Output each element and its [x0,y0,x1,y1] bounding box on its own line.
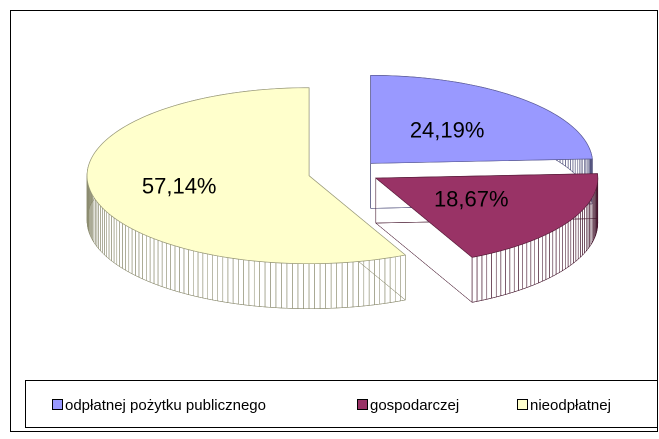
slice [86,87,407,265]
legend-swatch [52,399,63,410]
slice [370,75,593,164]
data-label: 57,14% [142,173,217,198]
legend-label: nieodpłatnej [530,397,611,414]
slice [374,173,599,258]
legend-swatch [357,399,368,410]
legend-label: gospodarczej [370,397,459,414]
legend-label: odpłatnej pożytku publicznego [65,397,266,414]
legend-box [25,380,658,428]
legend-swatch [517,399,528,410]
data-label: 18,67% [434,186,509,211]
data-label: 24,19% [410,117,485,142]
